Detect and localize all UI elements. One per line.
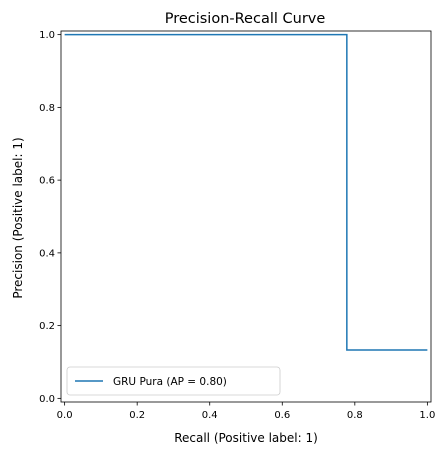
legend-label: GRU Pura (AP = 0.80) bbox=[113, 376, 227, 388]
plot-area: 0.0 0.2 0.4 0.6 0.8 1.0 0.0 0.2 0.4 0.6 0.8 1.0 bbox=[39, 30, 435, 421]
x-tick-label: 1.0 bbox=[419, 410, 435, 421]
y-tick-label: 1.0 bbox=[39, 30, 55, 41]
x-tick-label: 0.0 bbox=[57, 410, 73, 421]
axes-frame bbox=[60, 30, 432, 403]
x-tick-label: 0.2 bbox=[129, 410, 145, 421]
y-tick-label: 0.2 bbox=[39, 321, 55, 332]
y-tick-label: 0.8 bbox=[39, 103, 55, 114]
y-tick-label: 0.0 bbox=[39, 394, 55, 405]
y-tick-label: 0.4 bbox=[39, 248, 55, 259]
y-axis-label: Precision (Positive label: 1) bbox=[11, 137, 25, 298]
legend: GRU Pura (AP = 0.80) bbox=[66, 366, 281, 396]
series-line-0 bbox=[64, 33, 428, 351]
x-tick-label: 0.4 bbox=[202, 410, 218, 421]
x-tick-label: 0.8 bbox=[347, 410, 363, 421]
x-tick-label: 0.6 bbox=[274, 410, 290, 421]
x-axis-label: Recall (Positive label: 1) bbox=[174, 431, 318, 445]
y-tick-label: 0.6 bbox=[39, 176, 55, 187]
legend-box bbox=[66, 366, 281, 396]
chart-title: Precision-Recall Curve bbox=[165, 11, 326, 27]
